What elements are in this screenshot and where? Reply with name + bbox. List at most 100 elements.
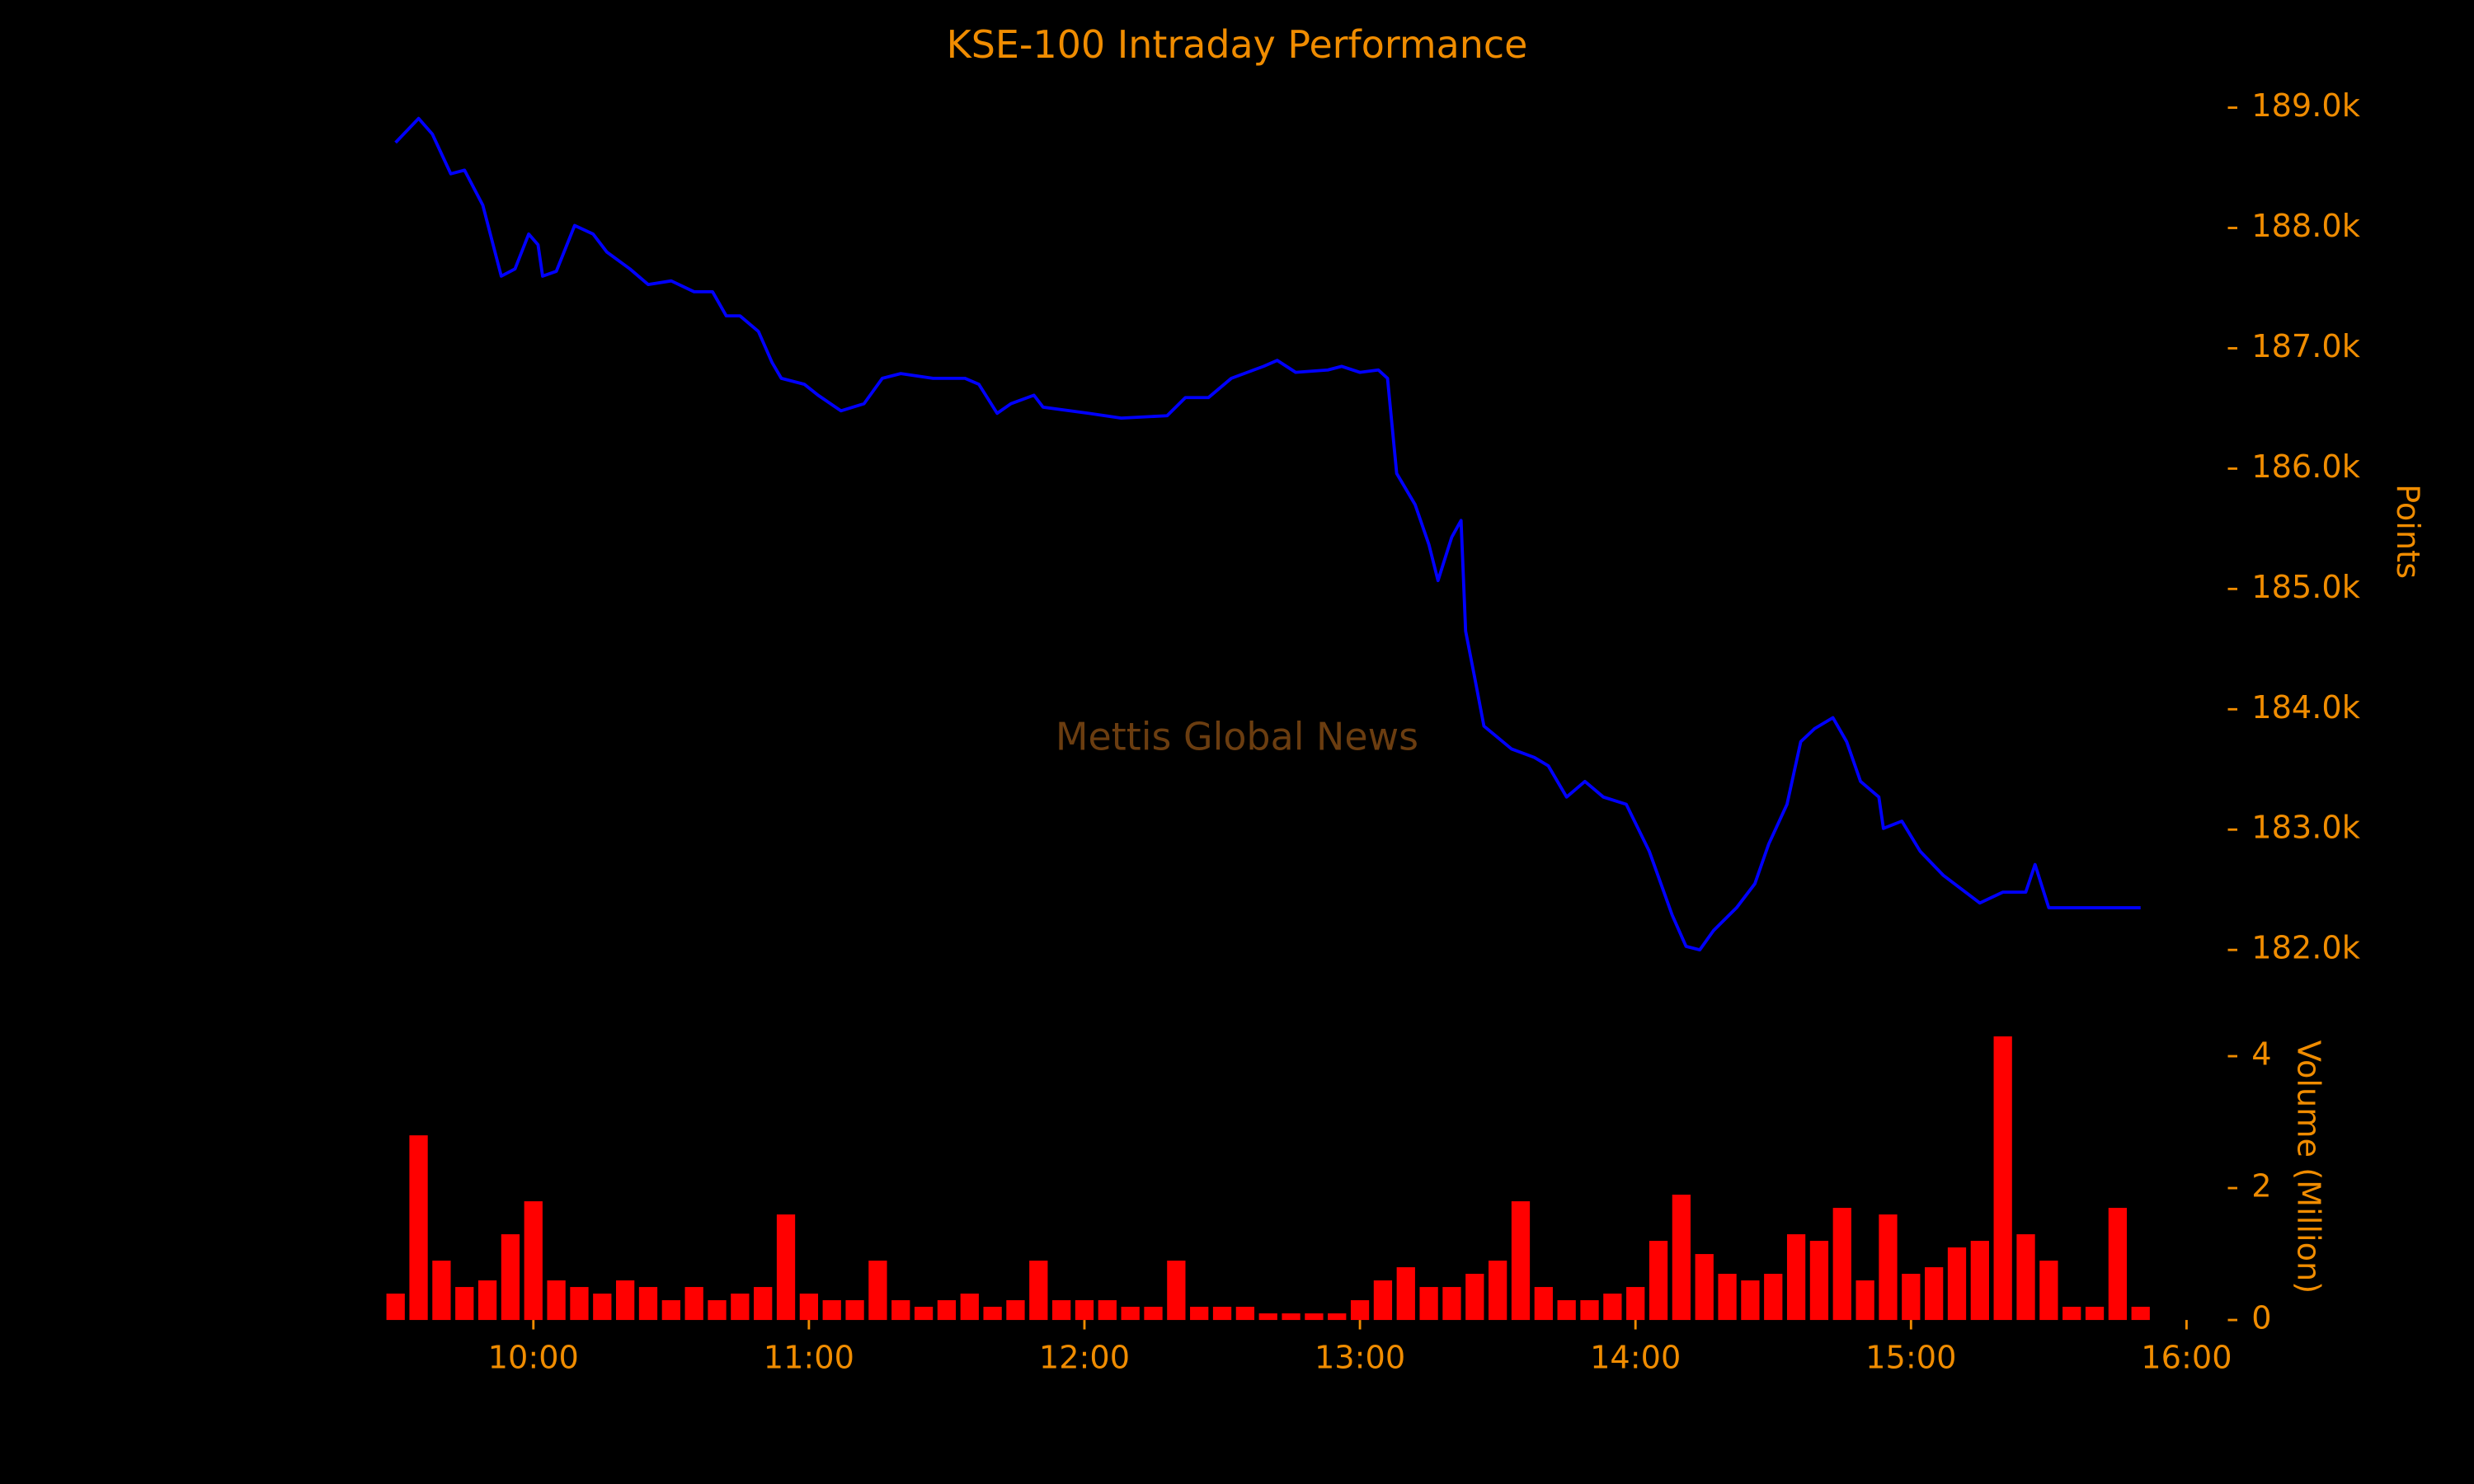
volume-bar [2108,1208,2128,1321]
y-tick-label: 2 [2251,1168,2271,1205]
watermark: Mettis Global News [1056,715,1418,759]
price-line [394,116,2141,952]
volume-bar [1993,1036,2012,1321]
volume-bar [708,1300,727,1321]
x-tick-label: 14:00 [1590,1339,1681,1376]
volume-bar [776,1214,796,1321]
volume-bar [1282,1313,1300,1321]
volume-bar [2039,1261,2058,1321]
volume-bar [1534,1287,1553,1321]
volume-bar [1672,1195,1691,1321]
volume-bar [937,1300,957,1321]
volume-bar [845,1300,864,1321]
volume-bar [1373,1280,1393,1321]
volume-bar [1718,1274,1737,1321]
volume-bar [1328,1313,1347,1321]
volume-bar [822,1300,841,1321]
volume-bar [570,1287,589,1321]
volume-bar [914,1307,934,1321]
volume-bar [409,1135,428,1321]
volume-bar [1029,1261,1048,1321]
volume-bar [1786,1234,1806,1321]
volume-bar [1212,1307,1232,1321]
volume-bar [1465,1274,1484,1321]
volume-bar [2062,1307,2081,1321]
volume-bar [1121,1307,1140,1321]
volume-bar [1580,1300,1599,1321]
volume-bar [1947,1247,1967,1321]
volume-bar [1511,1201,1531,1321]
volume-bar [1626,1287,1645,1321]
y-axis-label: Points [2389,484,2426,579]
volume-bar [983,1307,1002,1321]
volume-bar [2016,1234,2035,1321]
volume-bar [1098,1300,1117,1321]
x-tick-label: 13:00 [1315,1339,1405,1376]
volume-bar [1144,1307,1163,1321]
volume-bar [1006,1300,1025,1321]
volume-bar [799,1294,819,1321]
volume-bar [1970,1241,1989,1321]
volume-bar [477,1280,497,1321]
y-tick-label: 186.0k [2251,448,2361,486]
volume-bar [1902,1274,1921,1321]
volume-bar [1350,1300,1370,1321]
y-tick-label: 184.0k [2251,689,2361,726]
chart-title: KSE-100 Intraday Performance [947,22,1528,67]
volume-bar [1442,1287,1461,1321]
volume-bar [1258,1313,1277,1321]
volume-bar [455,1287,474,1321]
volume-bar [754,1287,773,1321]
y-tick-label: 183.0k [2251,810,2361,847]
x-tick-label: 15:00 [1865,1339,1956,1376]
volume-bar [2085,1307,2105,1321]
volume-bar [868,1261,887,1321]
volume-bar [1235,1307,1255,1321]
y-tick-label: 188.0k [2251,208,2361,245]
volume-bar [960,1294,979,1321]
volume-bar [593,1294,612,1321]
volume-bar [684,1287,703,1321]
volume-bar [1764,1274,1783,1321]
volume-bar [432,1261,451,1321]
volume-bar [1809,1241,1829,1321]
volume-bar [1305,1313,1324,1321]
volume-bar [1695,1254,1714,1321]
volume-bar [1075,1300,1094,1321]
volume-bar [386,1294,405,1321]
y-tick-label: 187.0k [2251,328,2361,365]
volume-bar [1052,1300,1071,1321]
volume-bar [1419,1287,1438,1321]
volume-bar [1879,1214,1898,1321]
volume-bar [524,1201,543,1321]
volume-bar [2131,1307,2150,1321]
y-tick-label: 185.0k [2251,569,2361,606]
volume-bar [891,1300,910,1321]
volume-bar [547,1280,566,1321]
x-tick-label: 12:00 [1039,1339,1130,1376]
volume-bar [731,1294,750,1321]
volume-bar [1190,1307,1209,1321]
volume-bar [638,1287,658,1321]
volume-bar [1832,1208,1851,1321]
volume-bar [1856,1280,1874,1321]
y-axis-label: Volume (Million) [2290,1040,2327,1294]
volume-bar [501,1234,520,1321]
y-tick-label: 189.0k [2251,87,2361,124]
volume-bar [1396,1267,1415,1321]
y-tick-label: 0 [2251,1300,2271,1337]
volume-bar [1925,1267,1944,1321]
x-tick-label: 16:00 [2141,1339,2232,1376]
x-tick-label: 11:00 [764,1339,854,1376]
y-tick-label: 182.0k [2251,930,2361,967]
volume-bar [1167,1261,1186,1321]
volume-bar [616,1280,635,1321]
volume-bar [661,1300,680,1321]
volume-bar [1603,1294,1622,1321]
volume-bar [1649,1241,1668,1321]
volume-bar [1741,1280,1760,1321]
x-tick-label: 10:00 [488,1339,579,1376]
volume-bar [1489,1261,1507,1321]
volume-bar [1557,1300,1576,1321]
